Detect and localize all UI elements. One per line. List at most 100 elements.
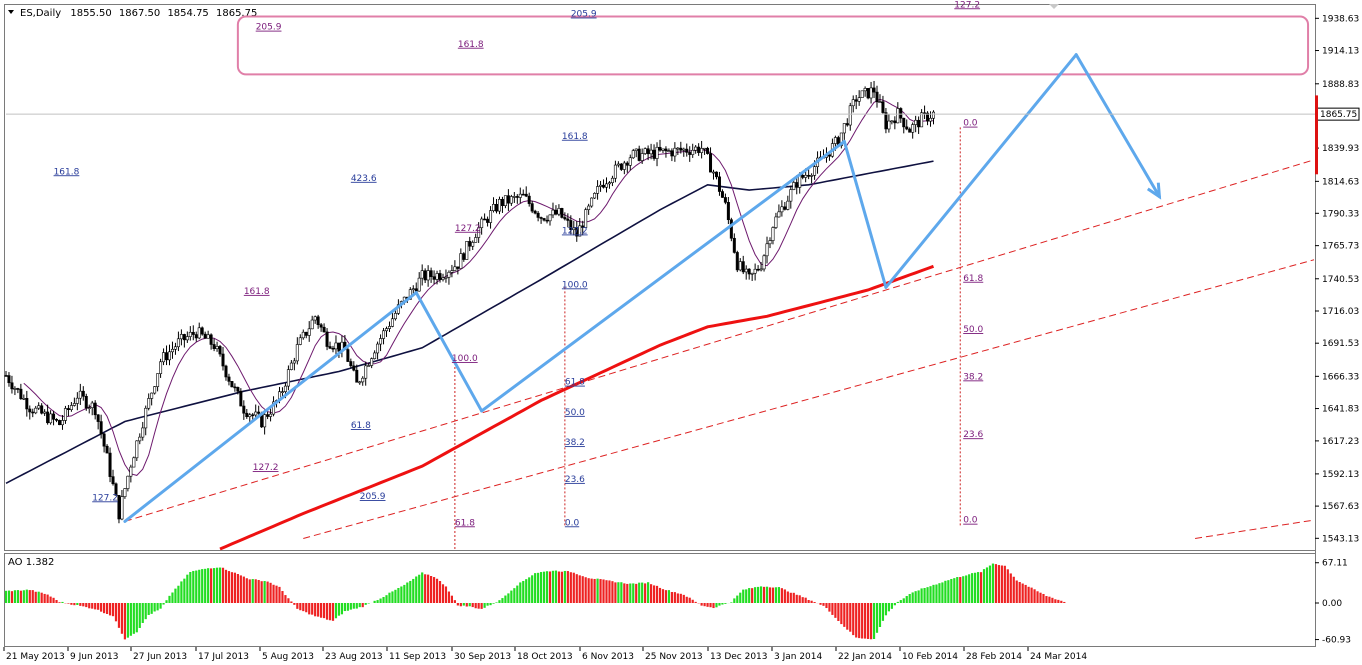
fib-label: 23.6 [963,430,983,440]
candle-body [188,331,192,337]
candle-body [664,148,668,152]
candle-body [245,412,249,418]
collapse-arrow-icon[interactable] [8,10,14,14]
candle-body [700,148,704,153]
candle-body [46,411,50,424]
candle-body [908,128,912,133]
candle-body [7,375,11,384]
candle-body [63,408,67,421]
candle-body [447,271,451,278]
y-axis: 1938.63 1914.13 1888.83 1865.75 1839.93 1814.… [1315,14,1359,544]
candle-body [878,101,882,104]
channel-lines [124,159,1315,539]
candle-body [40,405,44,414]
candle-body [144,407,148,429]
y-tick-label: 1914.13 [1322,47,1359,57]
candle-body [182,334,186,341]
fib-label: 127.2 [253,463,279,473]
candle-body [914,119,918,125]
candle-body [667,150,671,152]
candle-body [102,433,106,447]
fib-label: 38.2 [963,372,983,382]
candle-body [923,112,927,115]
candle-body [31,411,35,414]
candle-body [129,466,133,477]
candle-body [224,365,228,378]
candle-body [236,387,240,392]
x-tick-label: 13 Dec 2013 [710,652,768,662]
candle-body [688,152,692,155]
candle-body [108,452,112,477]
candle-body [527,195,531,204]
candle-body [316,316,320,326]
candle-body [373,352,377,359]
candle-body [634,148,638,151]
candle-body [138,436,142,442]
channel-line [1195,519,1315,539]
x-tick-label: 11 Sep 2013 [389,652,446,662]
x-tick-label: 5 Aug 2013 [262,652,314,662]
candle-body [602,184,606,188]
candle-body [703,147,707,150]
fib-label: 61.8 [351,421,371,431]
candle-body [444,276,448,279]
candle-body [554,209,558,215]
candle-body [872,87,876,93]
y-tick-label: 1814.63 [1322,177,1359,187]
candle-body [899,108,903,119]
candle-body [590,197,594,207]
y-tick-label: 1790.33 [1322,209,1359,219]
candle-body [364,365,368,379]
x-tick-label: 25 Nov 2013 [645,652,703,662]
candles [4,80,935,524]
fast-ma-line [23,98,934,476]
candle-body [185,336,189,341]
candle-body [313,316,317,321]
candle-body [887,120,891,130]
candle-body [251,414,255,417]
candle-body [126,475,130,489]
candle-body [931,111,935,119]
candle-body [494,203,498,212]
candle-body [661,148,665,151]
candle-body [141,427,145,438]
x-tick-label: 27 Jun 2013 [133,652,187,662]
candle-body [370,358,374,366]
scroll-marker-icon[interactable] [1049,4,1059,9]
candle-body [658,146,662,151]
candle-body [147,398,151,409]
candle-body [212,344,216,350]
ohlc-high: 1867.50 [119,8,160,19]
x-tick-label: 18 Oct 2013 [517,652,573,662]
candle-body [84,396,88,409]
candle-body [518,193,522,198]
candle-body [842,123,846,134]
candle-body [25,398,29,410]
indicator-label: AO 1.382 [8,557,54,568]
candle-body [673,147,677,157]
candle-body [652,149,656,159]
candle-body [304,331,308,336]
candle-body [230,381,234,388]
candle-body [551,209,555,216]
candle-body [783,206,787,210]
candle-body [483,218,487,221]
candle-body [209,334,213,345]
candle-body [557,208,561,215]
candle-body [319,324,323,328]
fib-label: 127.2 [455,224,481,234]
fib-label: 127.2 [92,493,118,503]
candle-body [328,346,332,349]
candle-body [334,342,338,350]
svg-text:ES,Daily 1855.50 1867.: ES,Daily 1855.50 1867.50 1854.75 1865.75 [20,8,257,19]
wave-lines [123,53,1162,523]
candle-body [462,253,466,260]
ohlc-close: 1865.75 [216,8,257,19]
candle-body [607,182,611,185]
fib-label: 23.6 [565,475,585,485]
candle-body [905,126,909,130]
candle-body [432,276,436,280]
candle-body [646,148,650,155]
candle-body [301,331,305,339]
